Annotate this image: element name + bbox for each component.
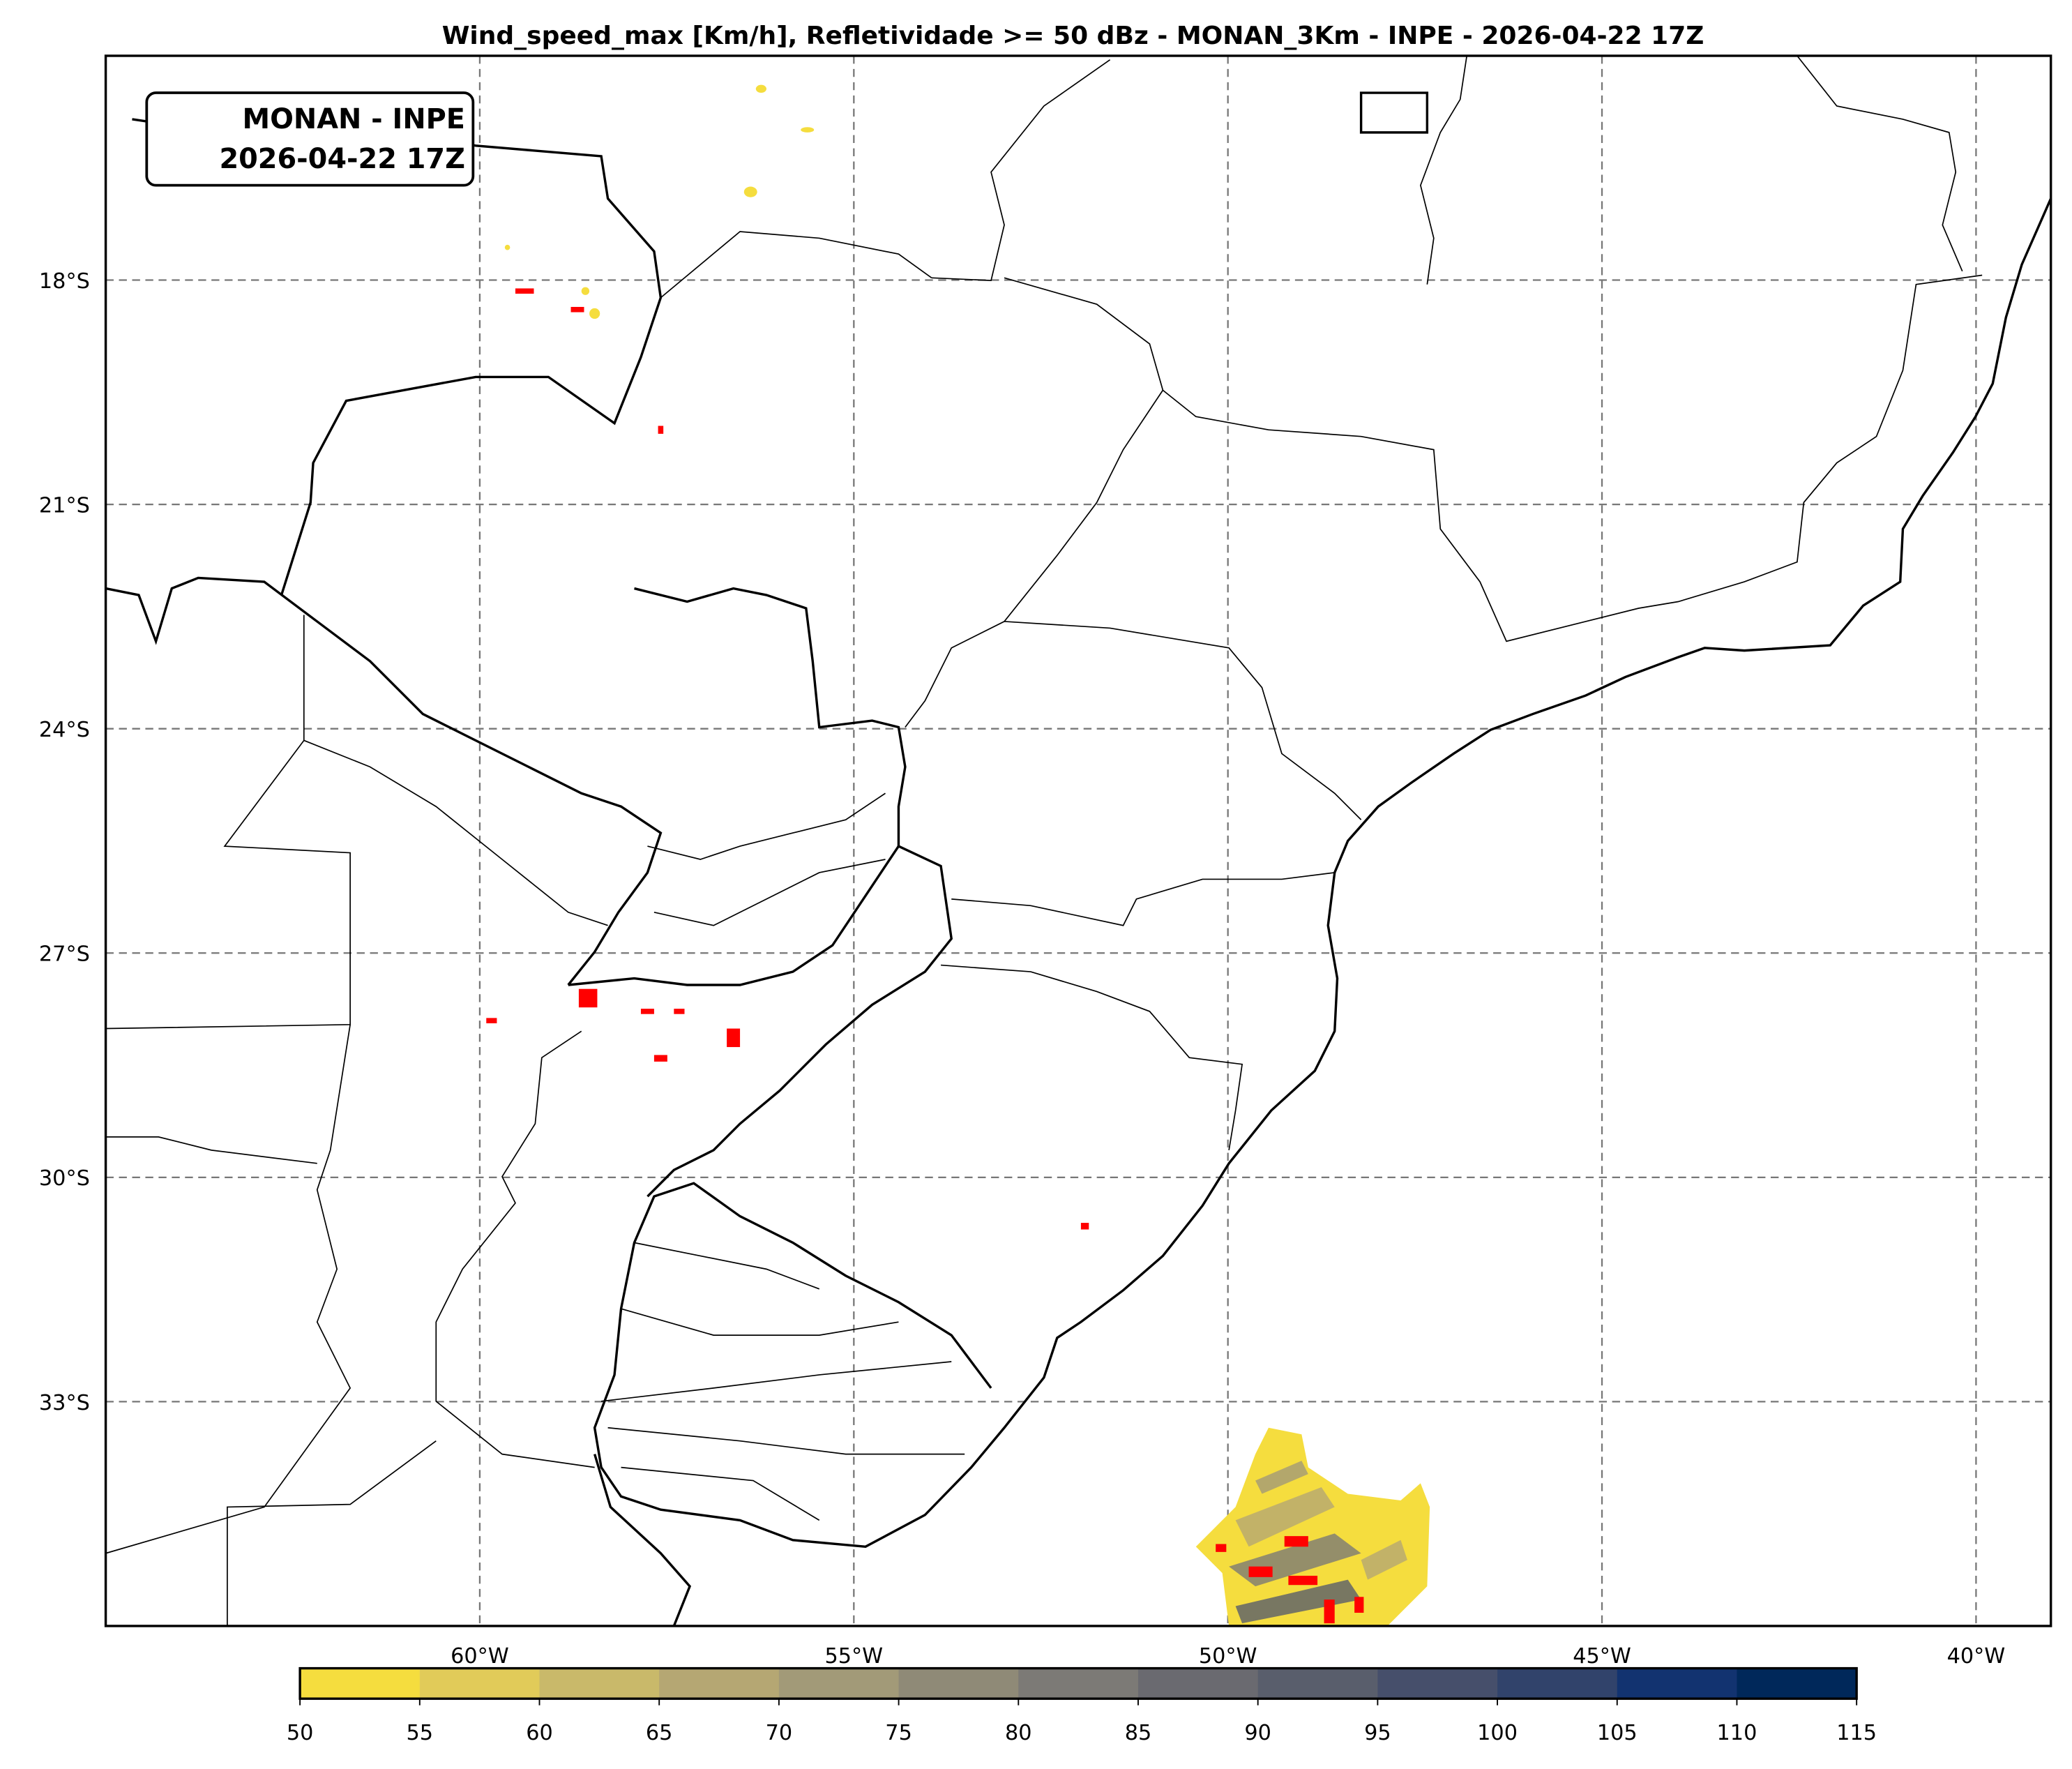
figure-title: Wind_speed_max [Km/h], Refletividade >= … — [442, 22, 1704, 50]
label-box-line1: MONAN - INPE — [243, 103, 465, 135]
scattered-wind-cells — [504, 84, 815, 319]
label-box-line2: 2026-04-22 17Z — [219, 143, 465, 175]
colorbar-segment — [1617, 1668, 1738, 1699]
colorbar-tick-label: 110 — [1717, 1721, 1757, 1745]
colorbar-tick-label: 105 — [1597, 1721, 1638, 1745]
colorbar-segment — [1737, 1668, 1858, 1699]
colorbar-segment — [659, 1668, 780, 1699]
colorbar-tick-label: 85 — [1125, 1721, 1152, 1745]
label-box: MONAN - INPE 2026-04-22 17Z — [145, 91, 475, 187]
lon-tick-label: 45°W — [1573, 1644, 1631, 1669]
colorbar-tick-label: 80 — [1005, 1721, 1032, 1745]
colorbar-tick-label: 55 — [407, 1721, 434, 1745]
colorbar-tick-label: 70 — [766, 1721, 793, 1745]
lat-tick-label: 33°S — [39, 1391, 90, 1415]
colorbar-tick-label: 115 — [1836, 1721, 1877, 1745]
map-frame — [104, 54, 2052, 1627]
longitude-tick-labels: 60°W 55°W 50°W 45°W 40°W — [451, 1644, 2005, 1669]
reflectivity-overlay — [486, 288, 1364, 1624]
lat-tick-label: 18°S — [39, 269, 90, 294]
colorbar-segment — [1377, 1668, 1499, 1699]
colorbar-segment — [539, 1668, 660, 1699]
colorbar-segment — [300, 1668, 421, 1699]
colorbar-segment — [1018, 1668, 1139, 1699]
colorbar-segment — [1257, 1668, 1379, 1699]
colorbar-tick-label: 75 — [885, 1721, 912, 1745]
colorbar: 50 55 60 65 70 75 80 85 90 95 100 105 110 115 — [287, 1666, 1877, 1745]
lon-tick-label: 55°W — [824, 1644, 883, 1669]
lon-tick-label: 50°W — [1199, 1644, 1257, 1669]
latitude-tick-labels: 18°S 21°S 24°S 27°S 30°S 33°S — [39, 269, 90, 1415]
lat-tick-label: 27°S — [39, 942, 90, 967]
lat-tick-label: 30°S — [39, 1166, 90, 1191]
colorbar-tick-label: 60 — [526, 1721, 553, 1745]
colorbar-segment — [778, 1668, 900, 1699]
colorbar-tick-label: 95 — [1364, 1721, 1391, 1745]
colorbar-tick-label: 90 — [1244, 1721, 1271, 1745]
colorbar-tick-label: 65 — [646, 1721, 673, 1745]
colorbar-tick-label: 100 — [1477, 1721, 1518, 1745]
map-area: MONAN - INPE 2026-04-22 17Z — [104, 54, 2052, 1627]
colorbar-segment — [1497, 1668, 1618, 1699]
lat-tick-label: 24°S — [39, 718, 90, 742]
lat-tick-label: 21°S — [39, 493, 90, 518]
colorbar-frame — [298, 1666, 1858, 1700]
lon-tick-label: 60°W — [451, 1644, 509, 1669]
colorbar-tick-label: 50 — [287, 1721, 314, 1745]
colorbar-segment — [419, 1668, 540, 1699]
colorbar-segment — [898, 1668, 1020, 1699]
lon-tick-label: 40°W — [1947, 1644, 2006, 1669]
state-borders — [105, 55, 1983, 1626]
colorbar-segment — [1137, 1668, 1259, 1699]
